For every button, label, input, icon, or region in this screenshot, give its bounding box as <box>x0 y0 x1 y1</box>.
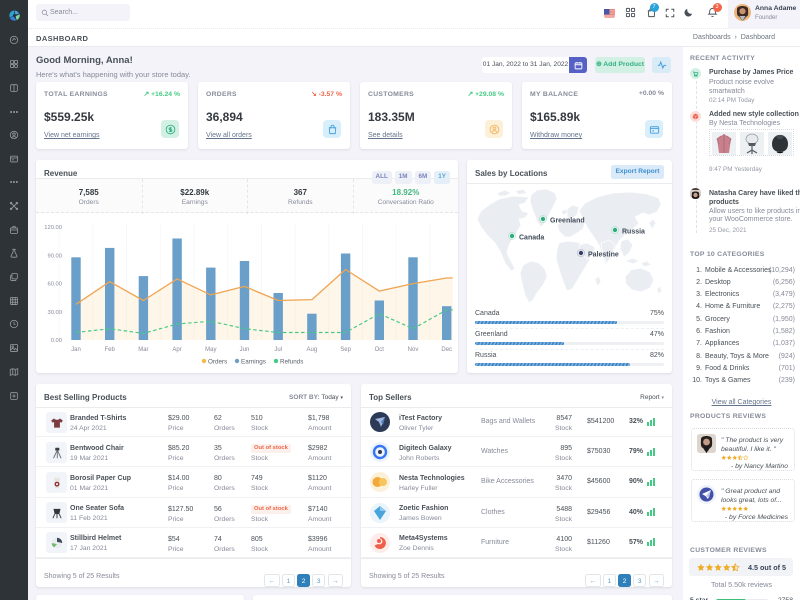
svg-text:Jan: Jan <box>71 347 81 353</box>
svg-text:90.00: 90.00 <box>47 253 62 259</box>
svg-text:Canada: Canada <box>519 235 544 242</box>
svg-text:Mar: Mar <box>138 347 148 353</box>
svg-text:Feb: Feb <box>105 347 116 353</box>
svg-text:Russia: Russia <box>622 229 645 236</box>
svg-text:May: May <box>205 347 216 353</box>
svg-text:Jun: Jun <box>240 347 250 353</box>
svg-text:Sep: Sep <box>340 347 351 353</box>
svg-text:Aug: Aug <box>307 347 318 353</box>
svg-text:Earnings: Earnings <box>241 359 266 366</box>
svg-text:Dec: Dec <box>441 347 452 353</box>
svg-text:Palestine: Palestine <box>588 252 619 259</box>
svg-text:Nov: Nov <box>408 347 419 353</box>
svg-text:Apr: Apr <box>172 347 181 353</box>
svg-text:120.00: 120.00 <box>44 225 62 231</box>
svg-text:Orders: Orders <box>208 359 227 366</box>
svg-text:30.00: 30.00 <box>47 310 62 316</box>
svg-text:Oct: Oct <box>375 347 385 353</box>
svg-text:0.00: 0.00 <box>51 338 62 344</box>
svg-text:Greenland: Greenland <box>550 218 585 225</box>
svg-text:Refunds: Refunds <box>280 359 303 366</box>
svg-text:Jul: Jul <box>274 347 282 353</box>
svg-text:60.00: 60.00 <box>47 282 62 288</box>
